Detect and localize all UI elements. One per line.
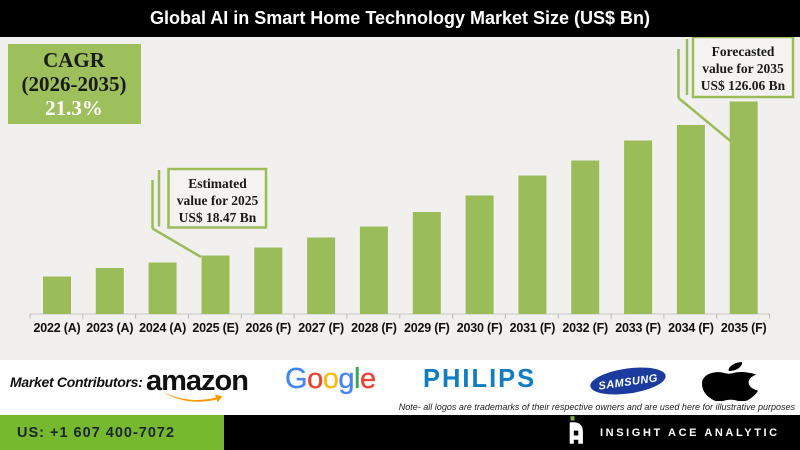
svg-text:2030 (F): 2030 (F) — [457, 321, 503, 335]
svg-text:2025 (E): 2025 (E) — [192, 321, 238, 335]
svg-text:2035 (F): 2035 (F) — [721, 321, 767, 335]
svg-text:2022 (A): 2022 (A) — [33, 321, 80, 335]
svg-text:2026 (F): 2026 (F) — [245, 321, 291, 335]
svg-text:2033 (F): 2033 (F) — [615, 321, 661, 335]
svg-text:Forecasted: Forecasted — [712, 44, 775, 59]
svg-text:CAGR: CAGR — [43, 48, 106, 72]
svg-text:2034 (F): 2034 (F) — [668, 321, 714, 335]
svg-text:2027 (F): 2027 (F) — [298, 321, 344, 335]
svg-text:2028 (F): 2028 (F) — [351, 321, 397, 335]
svg-text:value for 2035: value for 2035 — [702, 61, 784, 76]
svg-text:Estimated: Estimated — [188, 176, 247, 191]
svg-text:21.3%: 21.3% — [45, 96, 103, 120]
svg-text:amazon: amazon — [146, 365, 248, 397]
svg-text:2023 (A): 2023 (A) — [86, 321, 133, 335]
svg-text:US$ 126.06 Bn: US$ 126.06 Bn — [701, 78, 786, 93]
svg-text:2032 (F): 2032 (F) — [562, 321, 608, 335]
svg-text:2024 (A): 2024 (A) — [139, 321, 186, 335]
svg-text:value for 2025: value for 2025 — [177, 193, 259, 208]
svg-text:US$ 18.47 Bn: US$ 18.47 Bn — [179, 210, 257, 225]
svg-text:2029 (F): 2029 (F) — [404, 321, 450, 335]
svg-text:2031 (F): 2031 (F) — [510, 321, 556, 335]
svg-text:(2026-2035): (2026-2035) — [22, 72, 127, 96]
